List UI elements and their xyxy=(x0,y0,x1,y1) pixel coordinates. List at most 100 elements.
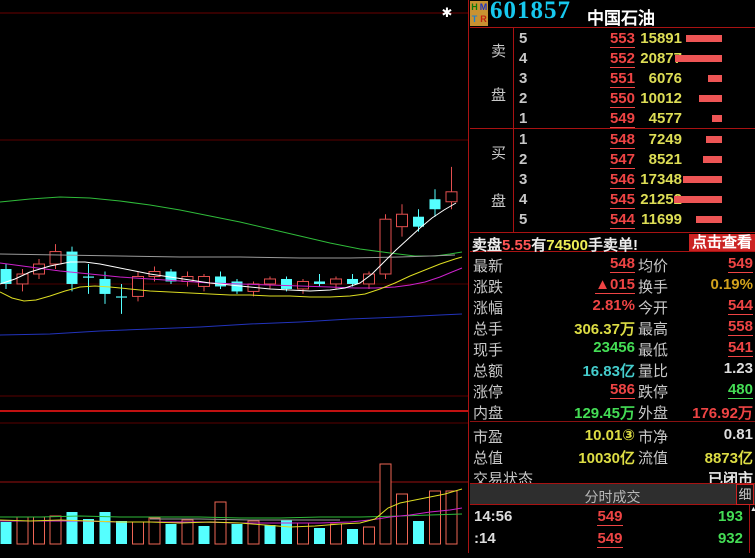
vol-ma-yellow xyxy=(0,488,463,528)
volume-bar xyxy=(708,75,722,82)
stock-name: 中国石油 xyxy=(587,9,655,28)
level-price[interactable]: 545 xyxy=(609,191,635,209)
level-volume: 15891 xyxy=(640,30,682,47)
tape-row[interactable]: :14 549 932 xyxy=(470,527,755,549)
level-price[interactable]: 544 xyxy=(609,211,635,229)
volume-bar xyxy=(264,525,276,544)
sell-side-label: 盘 xyxy=(491,87,507,104)
volume-bar xyxy=(675,55,722,62)
quote-label: 外盘 xyxy=(638,405,669,422)
quote-label: 最新 xyxy=(473,258,504,275)
level-price[interactable]: 553 xyxy=(609,30,635,48)
stock-code: 601857 xyxy=(490,0,571,24)
volume-bar xyxy=(699,95,722,102)
volume-bar xyxy=(703,156,722,163)
level-price[interactable]: 546 xyxy=(609,171,635,189)
quote-row: 现手 23456 最低 541 xyxy=(470,336,755,359)
logo-letter: M xyxy=(479,2,488,12)
tape-title: 分时成交 xyxy=(584,489,641,505)
order-book-row[interactable]: 2 547 8521 xyxy=(470,149,755,169)
quote-label: 流值 xyxy=(638,450,669,467)
level-number: 2 xyxy=(519,90,528,107)
quote-row: 总手 306.37万 最高 558 xyxy=(470,315,755,338)
level-volume: 21252 xyxy=(640,191,682,208)
level-price[interactable]: 550 xyxy=(609,90,635,108)
level-volume: 6076 xyxy=(648,70,682,87)
order-book-row[interactable]: 4 552 20877 xyxy=(470,48,755,68)
kline-chart-panel[interactable]: ✱ xyxy=(0,0,468,553)
candle-body xyxy=(165,271,177,282)
panel-divider xyxy=(468,0,469,553)
sell-order-alert-bar: 卖盘5.55有74500手卖单! 点击查看 xyxy=(470,232,755,254)
quote-label: 现手 xyxy=(473,342,504,359)
level-number: 4 xyxy=(519,191,528,208)
level-number: 2 xyxy=(519,151,528,168)
level-number: 1 xyxy=(519,131,528,148)
trade-price: 549 xyxy=(597,530,623,548)
click-to-view-button[interactable]: 点击查看 xyxy=(688,234,755,251)
quote-label: 量比 xyxy=(638,363,669,380)
volume-bar xyxy=(413,521,424,544)
volume-bar xyxy=(696,216,722,223)
quote-label: 均价 xyxy=(638,258,669,275)
divider-line xyxy=(470,128,755,129)
volume-bar xyxy=(148,517,161,545)
kline-chart-canvas[interactable]: ✱ xyxy=(0,0,468,553)
scroll-up-icon[interactable]: ▲ xyxy=(750,506,755,513)
alert-segment: 手卖单! xyxy=(587,237,638,254)
level-price[interactable]: 549 xyxy=(609,110,635,128)
tape-detail-button[interactable]: 细 xyxy=(736,484,754,505)
order-book-row[interactable]: 1 548 7249 xyxy=(470,129,755,149)
tape-row[interactable]: 14:56 549 193 xyxy=(470,505,755,527)
quote-value: 0.19% xyxy=(710,276,753,293)
order-book-row[interactable]: 2 550 10012 xyxy=(470,88,755,108)
ma-yellow xyxy=(0,256,463,302)
alert-segment: 卖盘 xyxy=(472,237,503,254)
logo-letter: H xyxy=(471,2,478,12)
volume-bar xyxy=(116,521,127,544)
level-price[interactable]: 552 xyxy=(609,50,635,68)
volume-bar xyxy=(396,493,408,545)
volume-bar xyxy=(445,490,458,545)
level-price[interactable]: 548 xyxy=(609,131,635,149)
quote-value: 549 xyxy=(727,255,753,273)
quote-value: 541 xyxy=(727,339,753,357)
ma-gray xyxy=(0,253,456,259)
quote-label: 总手 xyxy=(473,321,504,338)
order-book-row[interactable]: 5 553 15891 xyxy=(470,28,755,48)
level-volume: 20877 xyxy=(640,50,682,67)
quote-label: 跌停 xyxy=(638,384,669,401)
volume-bar xyxy=(281,520,292,544)
volume-bar xyxy=(314,528,325,544)
volume-bar xyxy=(712,115,722,122)
volume-bar xyxy=(198,526,210,544)
quote-label: 涨跌 xyxy=(473,279,504,296)
quote-label: 市净 xyxy=(638,429,669,446)
order-book-row[interactable]: 3 546 17348 xyxy=(470,169,755,189)
level-number: 5 xyxy=(519,30,528,47)
quote-row: 总额 16.83亿 量比 1.23 xyxy=(470,357,755,380)
level-volume: 17348 xyxy=(640,171,682,188)
quote-value: 544 xyxy=(727,297,753,315)
volume-bar xyxy=(83,519,94,544)
quote-value: 2.81% xyxy=(592,297,635,314)
trade-time: :14 xyxy=(474,530,496,547)
level-price[interactable]: 547 xyxy=(609,151,635,169)
logo-letter: T xyxy=(471,14,478,24)
order-book-row[interactable]: 1 549 4577 xyxy=(470,108,755,128)
candle-body xyxy=(347,278,358,284)
quote-value: 10030亿 xyxy=(578,450,635,467)
volume-bar xyxy=(363,526,375,545)
ma-magenta xyxy=(0,262,463,289)
divider-line xyxy=(470,27,755,28)
quote-label: 涨幅 xyxy=(473,300,504,317)
order-book-row[interactable]: 3 551 6076 xyxy=(470,68,755,88)
order-book-row[interactable]: 5 544 11699 xyxy=(470,209,755,229)
level-volume: 7249 xyxy=(648,131,682,148)
volume-bar xyxy=(686,35,722,42)
order-book-row[interactable]: 4 545 21252 xyxy=(470,189,755,209)
level-price[interactable]: 551 xyxy=(609,70,635,88)
level-volume: 8521 xyxy=(648,151,682,168)
volume-bar xyxy=(99,512,111,544)
